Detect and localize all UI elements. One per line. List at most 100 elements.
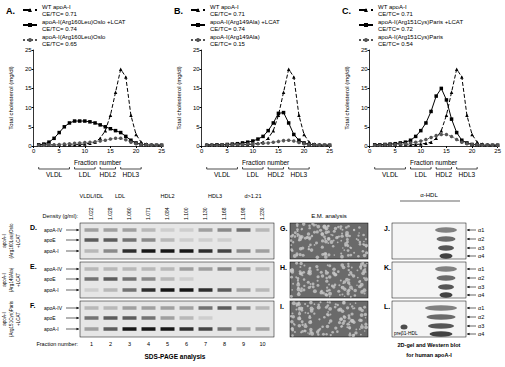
svg-text:1.230: 1.230 [259, 207, 265, 220]
svg-text:apoA-I: apoA-I [2, 312, 7, 326]
svg-text:α1: α1 [478, 305, 484, 311]
svg-text:5: 5 [28, 124, 32, 130]
svg-text:CE/TC= 0.54: CE/TC= 0.54 [378, 41, 414, 47]
svg-text:Total cholesterol (mg/dl): Total cholesterol (mg/dl) [344, 66, 350, 130]
svg-text:apoA-IV: apoA-IV [44, 227, 63, 233]
svg-text:F.: F. [30, 302, 36, 309]
svg-text:CE/TC= 0.71: CE/TC= 0.71 [378, 11, 414, 17]
svg-text:LDL: LDL [79, 171, 91, 178]
svg-text:apoA-I(Arg149Ala) +LCAT: apoA-I(Arg149Ala) +LCAT [210, 19, 280, 25]
svg-text:I.: I. [280, 303, 284, 310]
svg-text:5: 5 [196, 124, 200, 130]
svg-text:α2: α2 [478, 236, 484, 242]
svg-text:HDL3: HDL3 [291, 171, 308, 178]
svg-text:25: 25 [494, 148, 501, 154]
svg-text:CE/TC= 0.65: CE/TC= 0.65 [42, 41, 78, 47]
svg-text:20: 20 [301, 148, 308, 154]
svg-text:apoA-I(Arg160Leu)Oslo +LCAT: apoA-I(Arg160Leu)Oslo +LCAT [42, 19, 126, 25]
svg-text:25: 25 [193, 47, 200, 53]
svg-text:15: 15 [25, 85, 32, 91]
svg-text:Fraction number:: Fraction number: [36, 341, 78, 347]
svg-text:preβ1-HDL: preβ1-HDL [394, 331, 418, 336]
svg-text:E.M. analysis: E.M. analysis [311, 213, 347, 219]
svg-text:1.130: 1.130 [202, 207, 208, 220]
svg-text:7: 7 [204, 341, 207, 347]
svg-text:1.071: 1.071 [145, 207, 151, 220]
svg-text:25: 25 [25, 47, 32, 53]
svg-text:5: 5 [364, 124, 368, 130]
svg-text:α1: α1 [478, 266, 484, 272]
svg-text:SDS-PAGE analysis: SDS-PAGE analysis [145, 353, 206, 361]
svg-text:VLDL: VLDL [382, 171, 399, 178]
svg-text:Density (g/ml):: Density (g/ml): [43, 213, 79, 219]
svg-text:0: 0 [32, 148, 36, 154]
svg-text:6: 6 [185, 341, 188, 347]
svg-text:25: 25 [158, 148, 165, 154]
svg-text:VLDL/IDL: VLDL/IDL [80, 193, 104, 199]
svg-text:15: 15 [361, 85, 368, 91]
svg-text:HDL2: HDL2 [268, 171, 285, 178]
svg-text:5: 5 [226, 148, 230, 154]
svg-text:1.084: 1.084 [164, 207, 170, 220]
svg-text:+LCAT: +LCAT [16, 234, 21, 248]
svg-text:LDL: LDL [247, 171, 259, 178]
svg-text:1.100: 1.100 [183, 207, 189, 220]
svg-text:1: 1 [90, 341, 93, 347]
svg-text:α2: α2 [478, 314, 484, 320]
svg-text:1.060: 1.060 [126, 207, 132, 220]
svg-text:apoA-I(Arg151Cys)Paris: apoA-I(Arg151Cys)Paris [378, 34, 443, 40]
svg-text:HDL3: HDL3 [208, 193, 222, 199]
svg-text:CE/TC= 0.71: CE/TC= 0.71 [210, 11, 246, 17]
svg-text:20: 20 [133, 148, 140, 154]
svg-text:apoA-I: apoA-I [2, 234, 7, 248]
svg-text:5: 5 [58, 148, 62, 154]
svg-text:CE/TC= 0.74: CE/TC= 0.74 [210, 26, 246, 32]
svg-text:8: 8 [223, 341, 226, 347]
svg-text:L.: L. [384, 303, 390, 310]
svg-text:α1: α1 [478, 227, 484, 233]
svg-text:15: 15 [443, 148, 450, 154]
svg-text:apoA-I: apoA-I [44, 248, 59, 254]
svg-text:(Arg149Ala): (Arg149Ala) [9, 267, 14, 292]
svg-text:Total cholesterol (mg/dl): Total cholesterol (mg/dl) [8, 66, 14, 130]
svg-text:E.: E. [30, 263, 37, 270]
svg-text:apoA-I(Arg149Ala): apoA-I(Arg149Ala) [210, 34, 260, 40]
svg-text:1.022: 1.022 [88, 207, 94, 220]
svg-text:Fraction number: Fraction number [74, 159, 122, 166]
svg-text:CE/TC= 0.71: CE/TC= 0.71 [42, 11, 78, 17]
svg-text:G.: G. [280, 225, 287, 232]
svg-text:WT apoA-I: WT apoA-I [378, 4, 407, 10]
svg-text:apoA-I(Arg151Cys)Paris +LCAT: apoA-I(Arg151Cys)Paris +LCAT [378, 19, 463, 25]
svg-text:+LCAT: +LCAT [16, 312, 21, 326]
svg-text:15: 15 [275, 148, 282, 154]
svg-text:apoA-IV: apoA-IV [44, 266, 63, 272]
svg-text:α4: α4 [478, 292, 484, 298]
svg-text:CE/TC= 0.74: CE/TC= 0.74 [42, 26, 78, 32]
svg-text:10: 10 [361, 105, 368, 111]
svg-text:apoA-I: apoA-I [44, 326, 59, 332]
svg-text:H.: H. [280, 264, 287, 271]
svg-text:2: 2 [109, 341, 112, 347]
svg-text:HDL3: HDL3 [123, 171, 140, 178]
svg-text:apoE: apoE [44, 276, 56, 282]
svg-text:CE/TC= 0.72: CE/TC= 0.72 [378, 26, 414, 32]
svg-text:for human apoA-I: for human apoA-I [406, 352, 452, 358]
svg-text:20: 20 [361, 66, 368, 72]
svg-text:α3: α3 [478, 284, 484, 290]
svg-text:WT apoA-I: WT apoA-I [42, 4, 71, 10]
svg-text:10: 10 [81, 148, 88, 154]
svg-text:apoA-I: apoA-I [2, 273, 7, 287]
svg-text:apoA-IV: apoA-IV [44, 305, 63, 311]
svg-text:D.: D. [30, 224, 37, 231]
svg-text:(Arg151Cys)Paris: (Arg151Cys)Paris [9, 300, 14, 337]
svg-text:α-HDL: α-HDL [420, 192, 438, 198]
svg-text:10: 10 [193, 105, 200, 111]
svg-text:HDL3: HDL3 [459, 171, 476, 178]
svg-text:HDL2: HDL2 [160, 193, 174, 199]
svg-text:α2: α2 [478, 275, 484, 281]
svg-text:1.168: 1.168 [221, 207, 227, 220]
svg-text:(Arg160Leu)Oslo: (Arg160Leu)Oslo [9, 223, 14, 258]
svg-text:CE/TC= 0.15: CE/TC= 0.15 [210, 41, 246, 47]
svg-text:α4: α4 [478, 331, 484, 337]
svg-text:1.198: 1.198 [240, 207, 246, 220]
